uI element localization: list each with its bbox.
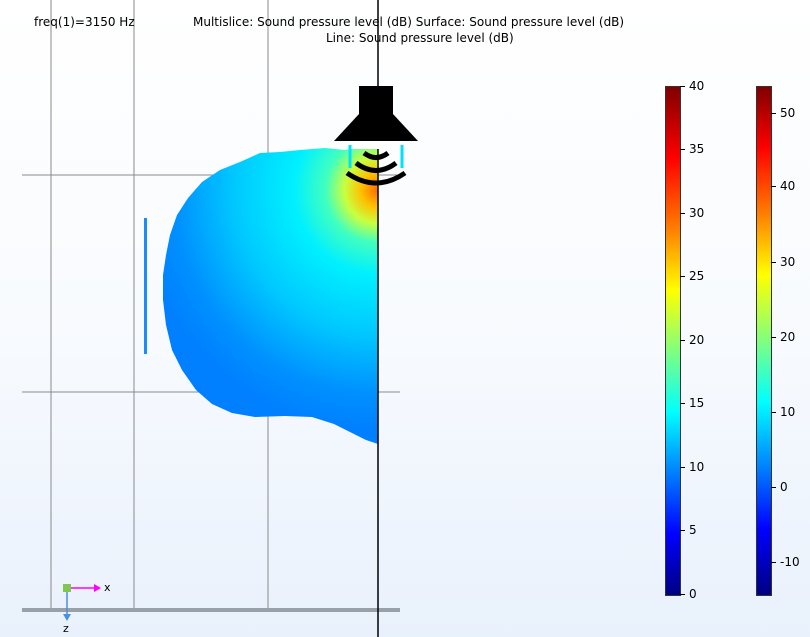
frequency-label: freq(1)=3150 Hz bbox=[34, 15, 135, 29]
colorbar-right-tick: 10 bbox=[780, 405, 796, 419]
speaker-edge-highlight bbox=[348, 145, 404, 168]
sound-field-surface[interactable] bbox=[163, 145, 378, 444]
axis-triad bbox=[63, 584, 101, 621]
colorbar-left-tick: 30 bbox=[689, 206, 705, 220]
speaker-icon bbox=[334, 86, 418, 149]
colorbar-right-tick: 50 bbox=[780, 106, 796, 120]
colorbar-left-tick: 25 bbox=[689, 269, 705, 283]
x-axis-label: x bbox=[104, 581, 111, 594]
colorbar-right-tick: -10 bbox=[780, 555, 800, 569]
colorbar-right-tick: 0 bbox=[780, 480, 788, 494]
plot-title-line1: Multislice: Sound pressure level (dB) Su… bbox=[193, 15, 625, 29]
colorbar-left-tick: 35 bbox=[689, 142, 705, 156]
colorbar-right-tick: 40 bbox=[780, 179, 796, 193]
colorbar-left-tick: 20 bbox=[689, 333, 705, 347]
colorbar-left-tick: 15 bbox=[689, 396, 705, 410]
z-axis-label: z bbox=[63, 622, 69, 635]
sound-waves-icon bbox=[345, 150, 407, 186]
floor-plane bbox=[22, 608, 400, 612]
colorbar-left-tick: 5 bbox=[689, 523, 697, 537]
colorbar-left-tick: 40 bbox=[689, 79, 705, 93]
colorbar-left-tick: 10 bbox=[689, 460, 705, 474]
colorbar-left bbox=[665, 86, 681, 596]
colorbar-right-tick: 20 bbox=[780, 330, 796, 344]
colorbar-left-tick: 0 bbox=[689, 587, 697, 601]
colorbar-right-tick: 30 bbox=[780, 255, 796, 269]
plot-title-line2: Line: Sound pressure level (dB) bbox=[326, 31, 514, 45]
colorbar-right bbox=[756, 86, 772, 596]
slice-edge bbox=[144, 218, 147, 354]
